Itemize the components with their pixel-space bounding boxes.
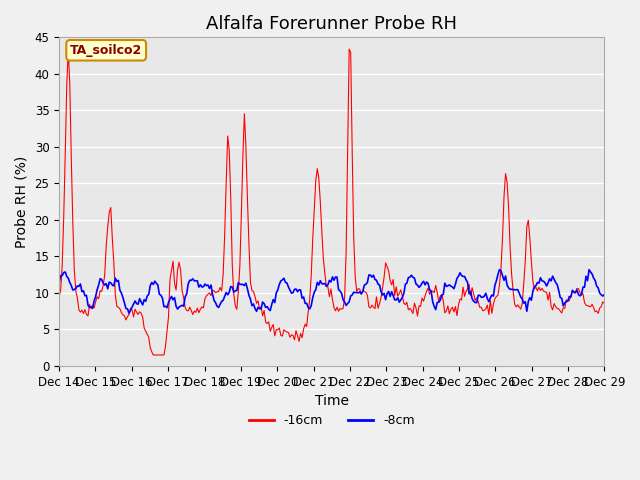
-16cm [55,294,63,300]
-16cm [600,300,608,306]
-8cm [573,287,580,293]
-16cm [220,272,227,277]
-16cm [150,352,157,358]
X-axis label: Time: Time [315,394,349,408]
Line: -16cm: -16cm [59,49,604,355]
-16cm [295,338,303,344]
Line: -8cm: -8cm [59,270,604,313]
-8cm [55,280,63,286]
Y-axis label: Probe RH (%): Probe RH (%) [15,156,29,248]
-8cm [495,267,503,273]
Text: TA_soilco2: TA_soilco2 [70,44,142,57]
-8cm [122,306,130,312]
-8cm [295,287,303,293]
Legend: -16cm, -8cm: -16cm, -8cm [244,409,420,432]
-16cm [246,279,254,285]
-8cm [600,292,608,298]
-8cm [220,298,227,303]
-8cm [246,297,254,302]
-16cm [237,211,245,217]
-16cm [346,46,353,52]
-16cm [122,317,130,323]
-8cm [237,282,245,288]
-8cm [125,311,133,316]
-16cm [573,286,580,291]
Title: Alfalfa Forerunner Probe RH: Alfalfa Forerunner Probe RH [206,15,457,33]
